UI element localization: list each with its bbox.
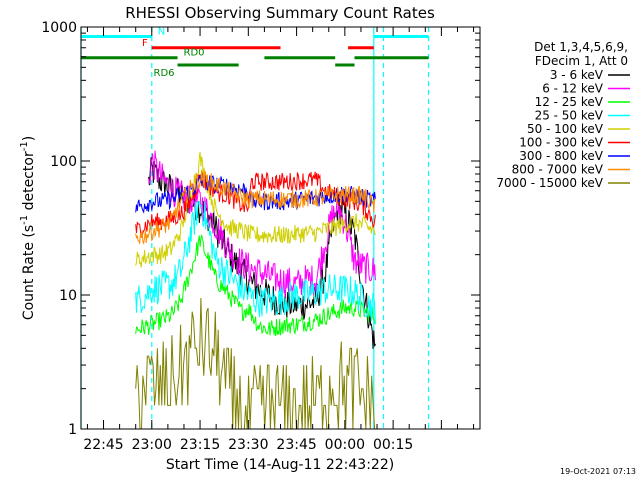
y-axis-label: Count Rate (s-1 detector-1) bbox=[19, 136, 37, 320]
series-line-2 bbox=[135, 234, 376, 337]
flags-layer: NF RD0 RD6 bbox=[81, 26, 429, 79]
x-axis: 22:45 23:00 23:15 23:30 23:45 00:00 00:15 bbox=[83, 27, 475, 453]
flag-label-rd0: RD0 bbox=[184, 48, 205, 59]
y-axis-label-sup-2: -1 bbox=[19, 141, 30, 151]
y-axis-label-end: ) bbox=[21, 136, 37, 141]
series-line-3 bbox=[135, 200, 376, 324]
y-axis: 1 10 100 1000 bbox=[41, 20, 480, 438]
flag-label-rd6: RD6 bbox=[154, 68, 175, 79]
flag-label-f: F bbox=[142, 38, 148, 49]
y-tick-label-1000: 1000 bbox=[41, 20, 77, 36]
legend: Det 1,3,4,5,6,9, FDecim 1, Att 0 3 - 6 k… bbox=[496, 40, 630, 190]
series-line-4 bbox=[135, 151, 376, 268]
chart-title: RHESSI Observing Summary Count Rates bbox=[125, 4, 435, 22]
series-line-6 bbox=[135, 174, 376, 214]
flag-label-n: N bbox=[158, 26, 165, 37]
y-axis-label-sup-1: -1 bbox=[19, 215, 30, 225]
plot-frame bbox=[80, 26, 481, 430]
y-axis-label-main: Count Rate (s bbox=[21, 225, 37, 320]
series-line-0 bbox=[148, 157, 376, 349]
y-tick-label-100: 100 bbox=[50, 154, 77, 170]
legend-label-0: 3 - 6 keV bbox=[550, 68, 604, 82]
legend-label-1: 6 - 12 keV bbox=[542, 82, 604, 96]
y-tick-label-10: 10 bbox=[59, 288, 77, 304]
x-tick-label-2315: 23:15 bbox=[180, 437, 220, 453]
legend-header-1: Det 1,3,4,5,6,9, bbox=[534, 40, 628, 54]
legend-label-5: 100 - 300 keV bbox=[519, 136, 603, 150]
legend-header-2: FDecim 1, Att 0 bbox=[535, 54, 628, 68]
x-axis-label: Start Time (14-Aug-11 22:43:22) bbox=[166, 457, 394, 473]
x-tick-label-2345: 23:45 bbox=[276, 437, 316, 453]
y-tick-label-1: 1 bbox=[68, 422, 77, 438]
legend-label-3: 25 - 50 keV bbox=[535, 109, 604, 123]
series-layer bbox=[135, 150, 376, 430]
x-tick-label-0015: 00:15 bbox=[373, 437, 413, 453]
legend-label-2: 12 - 25 keV bbox=[535, 95, 604, 109]
legend-label-4: 50 - 100 keV bbox=[527, 122, 604, 136]
series-line-7 bbox=[135, 169, 376, 245]
legend-label-7: 800 - 7000 keV bbox=[512, 163, 604, 177]
x-tick-label-0000: 00:00 bbox=[325, 437, 365, 453]
x-tick-label-2300: 23:00 bbox=[132, 437, 172, 453]
footer-timestamp: 19-Oct-2021 07:13 bbox=[560, 467, 636, 476]
y-axis-label-mid: detector bbox=[21, 151, 37, 215]
x-tick-label-2330: 23:30 bbox=[228, 437, 268, 453]
series-line-8 bbox=[135, 297, 376, 430]
x-tick-label-2245: 22:45 bbox=[83, 437, 123, 453]
legend-label-6: 300 - 800 keV bbox=[519, 149, 603, 163]
legend-label-8: 7000 - 15000 keV bbox=[496, 176, 603, 190]
